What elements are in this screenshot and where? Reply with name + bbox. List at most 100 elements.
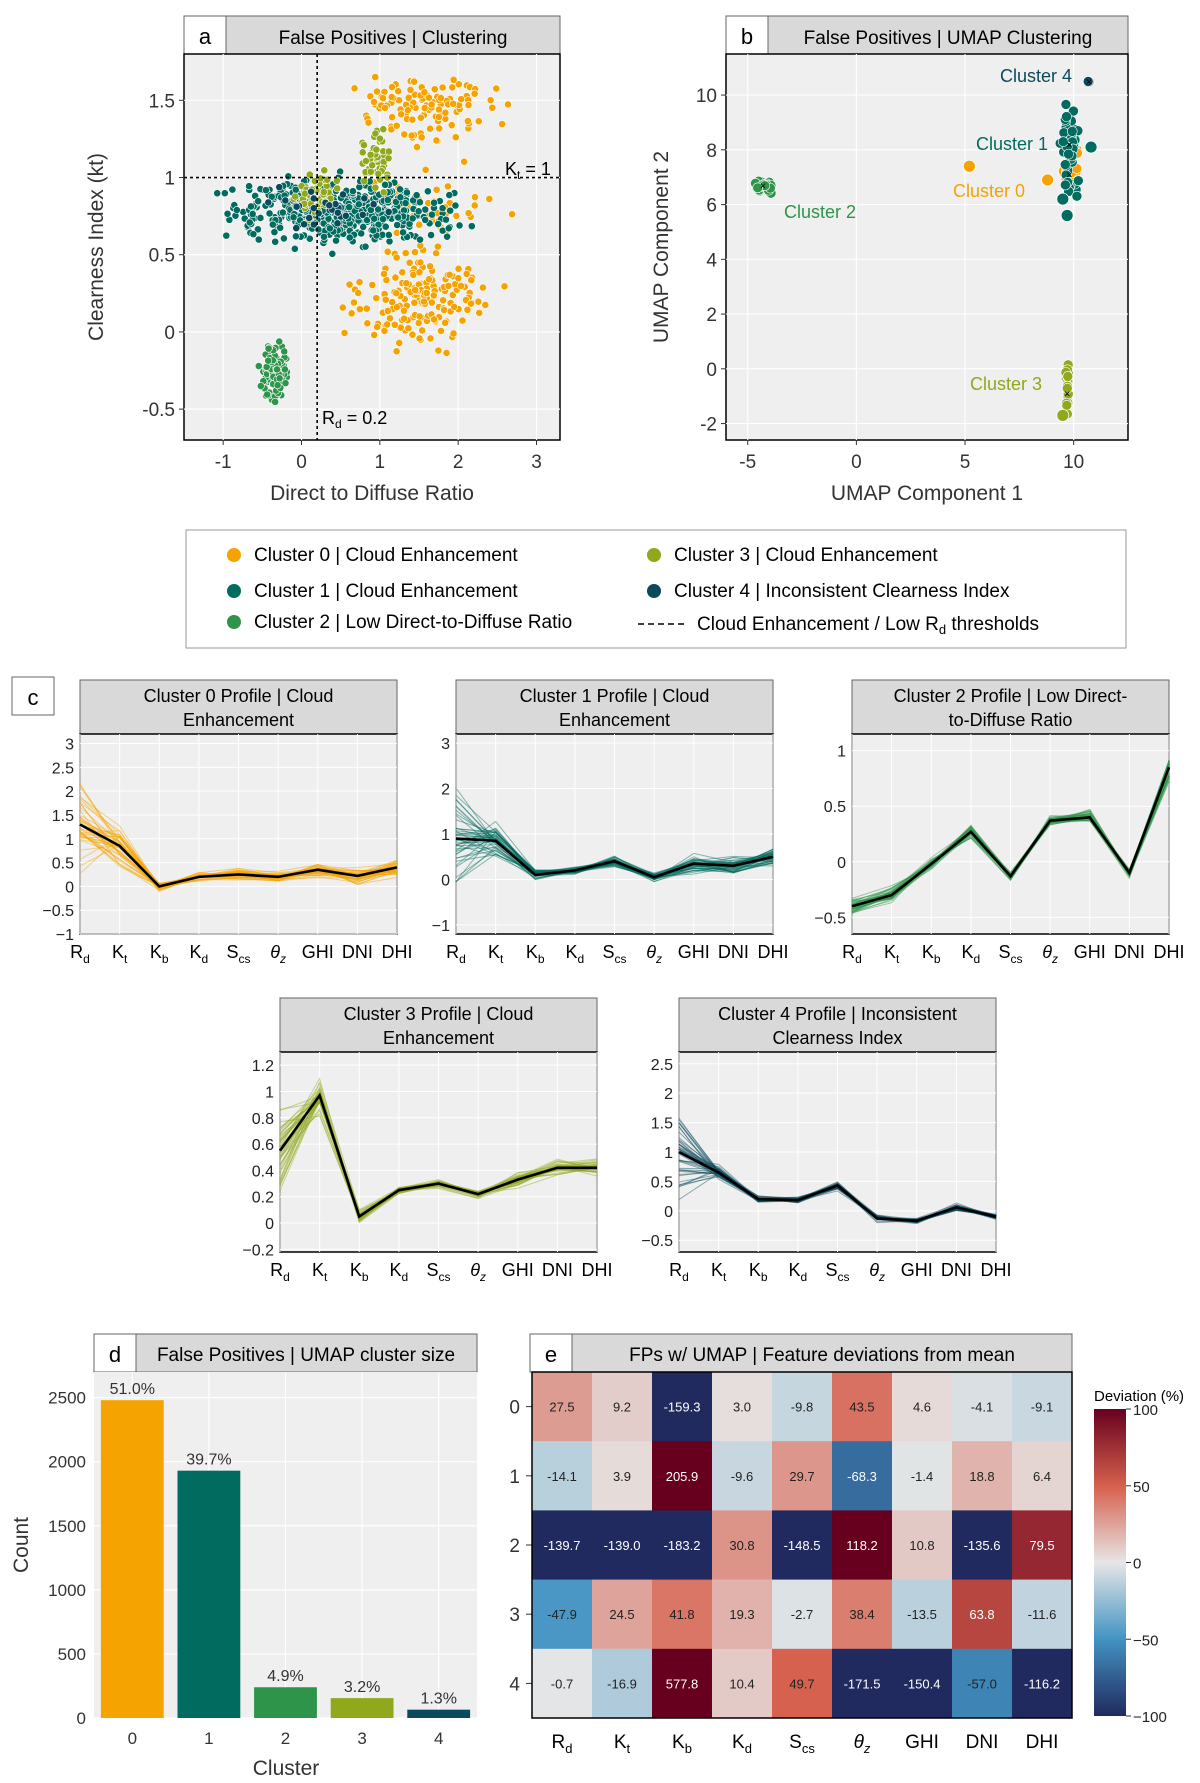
scatter-point-cluster-0 — [380, 270, 388, 278]
y-tick-label: 8 — [706, 141, 717, 162]
scatter-point-cluster-0 — [454, 80, 463, 89]
scatter-point-cluster-0 — [362, 304, 371, 313]
scatter-point-cluster-1 — [1060, 209, 1074, 222]
feature-label: Kd — [962, 942, 981, 966]
heatmap-cell — [1012, 1372, 1073, 1442]
profile-sample-line — [455, 839, 774, 875]
scatter-point-cluster-0 — [454, 264, 463, 273]
scatter-point-cluster-1 — [271, 237, 280, 246]
scatter-point-cluster-4 — [307, 187, 316, 196]
scatter-point-cluster-0 — [460, 157, 469, 166]
scatter-point-cluster-1 — [445, 191, 454, 199]
scatter-point-cluster-1 — [370, 214, 379, 223]
y-tick-label: 2500 — [48, 1389, 86, 1408]
scatter-point-cluster-0 — [427, 100, 436, 109]
scatter-point-cluster-0 — [388, 83, 396, 91]
profile-sample-line — [79, 830, 398, 887]
legend: Cluster 0 | Cloud Enhancement Cluster 3 … — [185, 529, 1127, 649]
scatter-point-cluster-1 — [1061, 111, 1072, 122]
x-tick-label: 0 — [128, 1729, 137, 1748]
scatter-point-cluster-2 — [280, 347, 289, 356]
scatter-point-cluster-4 — [309, 220, 318, 229]
panel-a-kt-annotation: Kt = 1 — [505, 159, 551, 182]
y-tick-label: −1 — [432, 918, 450, 935]
scatter-point-cluster-0 — [388, 298, 397, 306]
column-label: Kt — [614, 1732, 631, 1756]
scatter-point-cluster-4 — [309, 204, 318, 213]
scatter-point-cluster-1 — [369, 226, 378, 235]
scatter-point-cluster-1 — [446, 206, 455, 215]
panel-e-letter: e — [545, 1342, 557, 1367]
panel-a-title: False Positives | Clustering — [279, 28, 508, 49]
heatmap-cell-label: -9.6 — [731, 1469, 753, 1484]
scatter-point-cluster-1 — [248, 210, 257, 218]
scatter-point-cluster-0 — [368, 280, 377, 289]
profile-title-line1: Cluster 4 Profile | Inconsistent — [718, 1004, 957, 1024]
scatter-point-cluster-1 — [232, 206, 241, 214]
heatmap-cell — [532, 1441, 593, 1511]
scatter-point-cluster-1 — [1071, 190, 1083, 202]
heatmap-cell-label: 10.4 — [729, 1676, 754, 1691]
heatmap-cell — [712, 1648, 773, 1719]
feature-label: DNI — [1114, 942, 1145, 962]
scatter-point-cluster-0 — [400, 314, 409, 323]
profile-title-line2: Clearness Index — [772, 1028, 902, 1048]
scatter-point-cluster-1 — [305, 234, 314, 243]
panel-d-title: False Positives | UMAP cluster size — [157, 1345, 455, 1366]
feature-label: Scs — [426, 1260, 450, 1284]
colorbar-tick-label: 100 — [1133, 1402, 1158, 1419]
heatmap-cell — [712, 1510, 773, 1581]
scatter-point-cluster-0 — [415, 334, 424, 343]
feature-label: Kt — [488, 942, 504, 966]
column-label: Kd — [732, 1732, 752, 1756]
bar-value-label: 3.2% — [344, 1679, 380, 1696]
heatmap-cell-label: 49.7 — [789, 1676, 814, 1691]
scatter-point-cluster-0 — [388, 113, 396, 122]
scatter-point-cluster-0 — [500, 282, 509, 291]
column-label: θz — [854, 1732, 871, 1756]
centroid-marker: × — [1086, 76, 1092, 88]
heatmap-cell-label: 29.7 — [789, 1469, 814, 1484]
centroid-marker: × — [760, 180, 766, 192]
scatter-point-cluster-0 — [436, 94, 445, 102]
feature-label: DNI — [342, 942, 373, 962]
heatmap-cell — [952, 1372, 1013, 1442]
scatter-point-cluster-0 — [381, 295, 390, 304]
scatter-point-cluster-1 — [254, 225, 262, 234]
panel-b-points: × × × × × — [750, 76, 1098, 422]
y-tick-label: 500 — [58, 1645, 86, 1664]
scatter-point-cluster-3 — [319, 188, 328, 196]
heatmap-cell-label: -159.3 — [664, 1400, 701, 1415]
scatter-point-cluster-1 — [292, 232, 300, 241]
profile-sample-line — [455, 844, 774, 879]
heatmap-cell — [1012, 1441, 1073, 1511]
panel-a-ylabel: Clearness Index (kt) — [85, 153, 108, 341]
heatmap-cell-label: -148.5 — [784, 1538, 821, 1553]
scatter-point-cluster-1 — [254, 197, 263, 206]
feature-label: DHI — [981, 1260, 1012, 1280]
colorbar-title: Deviation (%) — [1094, 1388, 1184, 1405]
x-tick-label: 2 — [281, 1729, 290, 1748]
scatter-point-cluster-0 — [383, 320, 392, 329]
panel-e-heatmap: 27.5 9.2 -159.3 3.0 -9.8 43.5 4.6 -4.1 -9.1 0 -14.… — [509, 1371, 1073, 1756]
heatmap-cell — [652, 1579, 713, 1650]
scatter-point-cluster-0 — [449, 75, 458, 84]
profile-title-line2: Enhancement — [183, 710, 294, 730]
scatter-point-cluster-2 — [254, 362, 263, 370]
feature-label: θz — [646, 942, 662, 966]
heatmap-cell — [532, 1648, 593, 1719]
profile-chart-c0: Cluster 0 Profile | Cloud Enhancement 3 2.5… — [42, 679, 413, 966]
profile-mean-line — [678, 1150, 997, 1223]
scatter-point-cluster-2 — [281, 365, 289, 374]
profile-sample-line — [279, 1082, 598, 1222]
scatter-point-cluster-1 — [284, 172, 293, 181]
scatter-point-cluster-0 — [373, 87, 381, 96]
y-tick-label: 0 — [65, 879, 74, 896]
y-tick-label: 2 — [706, 305, 717, 326]
legend-marker-cluster-4 — [647, 584, 661, 598]
scatter-point-cluster-0 — [363, 319, 372, 328]
scatter-point-cluster-0 — [338, 303, 347, 312]
feature-label: θz — [270, 942, 286, 966]
scatter-point-cluster-1 — [412, 191, 421, 200]
panel-d-chart: 0 500 1000 1500 2000 2500 51.0% 0 39.7% 1 4.9% 2 3.2… — [48, 1372, 477, 1748]
